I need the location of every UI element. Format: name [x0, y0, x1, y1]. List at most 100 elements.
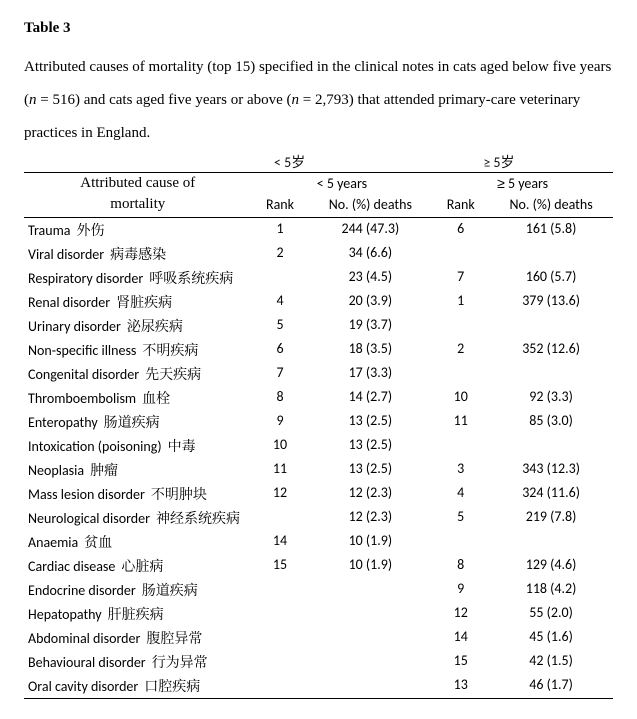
value-cell: 10 (1.9): [308, 554, 432, 578]
value-cell: 12 (2.3): [308, 506, 432, 530]
cause-cell: Enteropathy肠道疾病: [24, 410, 252, 434]
rank-cell: 1: [252, 218, 309, 243]
caption-part-2: = 516) and cats aged five years or above…: [37, 92, 292, 108]
rank-cell: 12: [252, 482, 309, 506]
rank-cell: 15: [252, 554, 309, 578]
cause-en: Mass lesion disorder: [28, 486, 145, 503]
rank-cell: 14: [432, 626, 489, 650]
header-cause-line2: mortality: [24, 194, 252, 218]
value-cell: 92 (3.3): [489, 386, 613, 410]
table-row: Abdominal disorder腹腔异常1445 (1.6): [24, 626, 613, 650]
rank-cell: 4: [432, 482, 489, 506]
cause-en: Urinary disorder: [28, 318, 121, 335]
cause-zh: 不明疾病: [142, 340, 198, 360]
cause-cell: Intoxication (poisoning) 中毒: [24, 434, 252, 458]
cause-en: Intoxication (poisoning): [28, 438, 162, 455]
table-row: Endocrine disorder肠道疾病9118 (4.2): [24, 578, 613, 602]
rank-cell: [252, 506, 309, 530]
cause-zh: 腹腔异常: [146, 628, 202, 648]
value-cell: 45 (1.6): [489, 626, 613, 650]
cause-zh: 呼吸系统疾病: [149, 268, 233, 288]
value-cell: [308, 674, 432, 699]
table-title: Table 3: [24, 20, 613, 37]
value-cell: 13 (2.5): [308, 410, 432, 434]
header-deaths-1: No. (%) deaths: [308, 194, 432, 218]
table-row: Congenital disorder先天疾病717 (3.3): [24, 362, 613, 386]
rank-cell: [252, 626, 309, 650]
table-caption: Attributed causes of mortality (top 15) …: [24, 51, 613, 150]
value-cell: 23 (4.5): [308, 266, 432, 290]
cause-cell: Hepatopathy肝脏疾病: [24, 602, 252, 626]
cause-en: Thromboembolism: [28, 390, 136, 407]
value-cell: 160 (5.7): [489, 266, 613, 290]
rank-cell: [432, 362, 489, 386]
cause-cell: Anaemia贫血: [24, 530, 252, 554]
cause-zh: 行为异常: [152, 652, 208, 672]
value-cell: 244 (47.3): [308, 218, 432, 243]
value-cell: 10 (1.9): [308, 530, 432, 554]
cause-zh: 不明肿块: [151, 484, 207, 504]
value-cell: 18 (3.5): [308, 338, 432, 362]
rank-cell: 11: [432, 410, 489, 434]
cause-en: Congenital disorder: [28, 366, 139, 383]
value-cell: 55 (2.0): [489, 602, 613, 626]
cause-zh: 神经系统疾病: [156, 508, 240, 528]
cause-cell: Viral disorder病毒感染: [24, 242, 252, 266]
table-row: Cardiac disease心脏病1510 (1.9)8129 (4.6): [24, 554, 613, 578]
cause-en: Oral cavity disorder: [28, 678, 138, 695]
header-cause-line1: Attributed cause of: [24, 173, 252, 195]
value-cell: 161 (5.8): [489, 218, 613, 243]
value-cell: 12 (2.3): [308, 482, 432, 506]
cause-en: Respiratory disorder: [28, 270, 143, 287]
cause-zh: 中毒: [168, 436, 196, 456]
rank-cell: 7: [432, 266, 489, 290]
cause-en: Enteropathy: [28, 414, 98, 431]
cause-en: Cardiac disease: [28, 558, 115, 575]
value-cell: 46 (1.7): [489, 674, 613, 699]
cause-cell: Thromboembolism血栓: [24, 386, 252, 410]
value-cell: [489, 242, 613, 266]
cause-cell: Neurological disorder神经系统疾病: [24, 506, 252, 530]
cause-cell: Behavioural disorder 行为异常: [24, 650, 252, 674]
value-cell: [308, 602, 432, 626]
caption-n1: n: [29, 92, 37, 108]
header-rank-1: Rank: [252, 194, 309, 218]
rank-cell: 5: [432, 506, 489, 530]
mortality-table: Attributed cause of < 5 years ≥ 5 years …: [24, 172, 613, 699]
header-lt5: < 5 years: [252, 173, 433, 195]
cause-cell: Congenital disorder先天疾病: [24, 362, 252, 386]
cause-zh: 口腔疾病: [144, 676, 200, 696]
cause-en: Behavioural disorder: [28, 654, 146, 671]
rank-cell: 10: [252, 434, 309, 458]
cause-cell: Urinary disorder泌尿疾病: [24, 314, 252, 338]
rank-cell: [252, 266, 309, 290]
value-cell: 14 (2.7): [308, 386, 432, 410]
value-cell: 13 (2.5): [308, 434, 432, 458]
rank-cell: 6: [432, 218, 489, 243]
table-row: Non-specific illness不明疾病618 (3.5)2352 (1…: [24, 338, 613, 362]
rank-cell: [252, 674, 309, 699]
age-annotation-ge5: ≥ 5岁: [483, 152, 514, 172]
cause-en: Neoplasia: [28, 462, 84, 479]
table-row: Urinary disorder泌尿疾病519 (3.7): [24, 314, 613, 338]
rank-cell: [432, 242, 489, 266]
value-cell: 324 (11.6): [489, 482, 613, 506]
cause-zh: 外伤: [77, 220, 105, 240]
table-row: Neoplasia肿瘤1113 (2.5)3343 (12.3): [24, 458, 613, 482]
cause-zh: 心脏病: [121, 556, 163, 576]
table-row: Enteropathy肠道疾病913 (2.5)1185 (3.0): [24, 410, 613, 434]
rank-cell: 5: [252, 314, 309, 338]
cause-en: Renal disorder: [28, 294, 110, 311]
rank-cell: 13: [432, 674, 489, 699]
value-cell: [489, 434, 613, 458]
cause-cell: Trauma外伤: [24, 218, 252, 243]
table-row: Behavioural disorder行为异常1542 (1.5): [24, 650, 613, 674]
value-cell: 42 (1.5): [489, 650, 613, 674]
value-cell: 129 (4.6): [489, 554, 613, 578]
header-deaths-2: No. (%) deaths: [489, 194, 613, 218]
cause-en: Endocrine disorder: [28, 582, 136, 599]
rank-cell: [252, 578, 309, 602]
value-cell: [308, 650, 432, 674]
cause-en: Non-specific illness: [28, 342, 136, 359]
value-cell: 13 (2.5): [308, 458, 432, 482]
